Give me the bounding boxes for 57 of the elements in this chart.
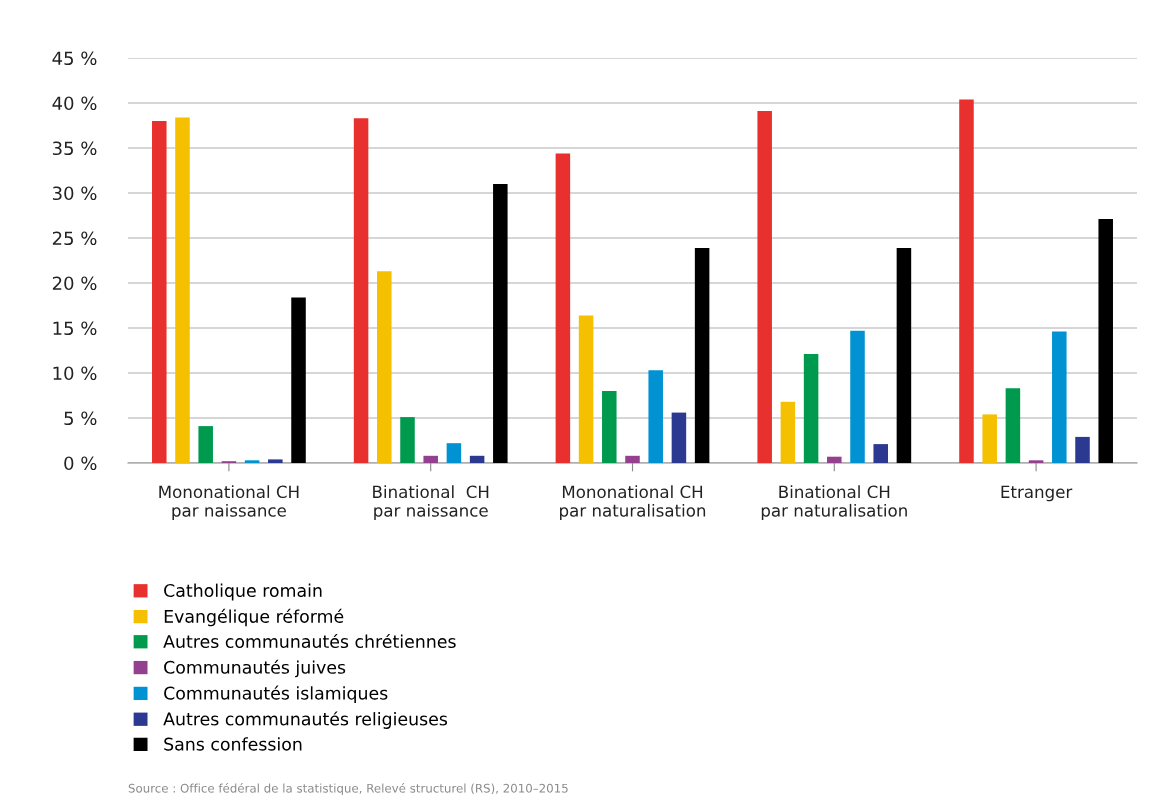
- bar: [694, 247, 710, 463]
- bar: [353, 118, 369, 463]
- bar: [873, 444, 888, 463]
- bar: [469, 455, 485, 463]
- bar: [244, 460, 260, 463]
- bar: [1098, 219, 1113, 463]
- x-tick-label: Mononational CH par naturalisation: [560, 485, 706, 521]
- legend-label: Sans confession: [164, 737, 302, 751]
- source-note: Source : Office fédéral de la statistique, Relevé structurel (RS), 2010–2015: [128, 783, 568, 795]
- bar: [803, 354, 819, 463]
- bar: [648, 370, 663, 463]
- bar: [175, 117, 190, 463]
- x-tick-label: Mononational CH par naissance: [159, 485, 299, 521]
- bar: [291, 297, 306, 463]
- bar: [625, 455, 640, 463]
- bar: [446, 443, 462, 463]
- bar: [850, 330, 865, 463]
- x-tick-label: Etranger: [1001, 485, 1073, 502]
- y-tick-label: 0 %: [64, 456, 97, 471]
- bar: [1052, 331, 1067, 463]
- legend-label: Autres communautés chrétiennes: [163, 633, 456, 649]
- x-tick-label: Binational CH par naissance: [373, 485, 489, 521]
- bar: [400, 417, 415, 463]
- bar: [757, 111, 772, 463]
- legend-label: Communautés islamiques: [164, 685, 388, 704]
- bar: [493, 184, 508, 463]
- bar: [780, 401, 796, 463]
- bar: [555, 153, 571, 463]
- legend-label: Autres communautés religieuses: [163, 711, 448, 729]
- legend-label: Communautés juives: [164, 659, 346, 678]
- bar: [896, 247, 912, 463]
- legend-label: Evangélique réformé: [164, 608, 344, 627]
- y-tick-label: 10 %: [53, 366, 97, 381]
- bar: [198, 426, 213, 463]
- y-tick-label: 25 %: [52, 231, 97, 246]
- y-tick-label: 35 %: [52, 141, 97, 156]
- bar: [959, 99, 974, 463]
- y-tick-label: 5 %: [64, 411, 97, 426]
- bar: [423, 455, 438, 463]
- bar: [152, 121, 167, 463]
- bar: [602, 391, 617, 463]
- x-tick-label: Binational CH par naturalisation: [761, 485, 907, 521]
- bar: [1075, 436, 1090, 463]
- bar: [827, 456, 842, 463]
- y-tick-label: 40 %: [52, 96, 97, 111]
- bar: [268, 459, 283, 463]
- bar: [982, 414, 997, 463]
- bar: [671, 412, 687, 463]
- legend-label: Catholique romain: [164, 583, 322, 601]
- bar: [1005, 388, 1021, 463]
- bar: [1028, 460, 1044, 463]
- y-tick-label: 15 %: [53, 321, 97, 336]
- bar: [578, 315, 594, 463]
- y-tick-label: 45 %: [52, 51, 97, 66]
- y-tick-label: 20 %: [52, 276, 97, 291]
- bar: [377, 271, 392, 463]
- y-tick-label: 30 %: [52, 186, 97, 201]
